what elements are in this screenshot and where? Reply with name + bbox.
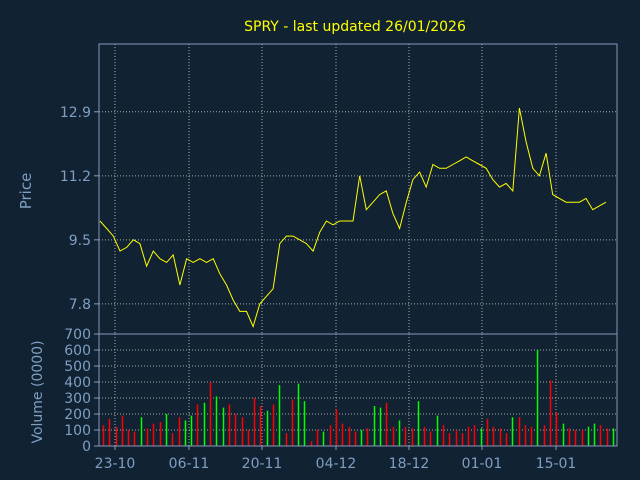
- volume-y-tick-label: 100: [64, 423, 91, 439]
- volume-y-tick-label: 300: [64, 391, 91, 407]
- price-y-tick-label: 11.2: [60, 169, 91, 185]
- x-tick-label: 20-11: [242, 456, 283, 472]
- price-y-tick-label: 7.8: [69, 297, 91, 313]
- price-y-tick-label: 12.9: [60, 105, 91, 121]
- x-tick-label: 04-12: [316, 456, 357, 472]
- volume-y-tick-label: 700: [64, 327, 91, 343]
- x-tick-label: 15-01: [536, 456, 577, 472]
- price-line: [99, 107, 607, 328]
- price-grid: [99, 44, 617, 334]
- price-y-ticks: 7.8 9.5 11.2 12.9: [60, 105, 99, 313]
- volume-y-tick-label: 600: [64, 343, 91, 359]
- x-axis-ticks: 23-10 06-11 20-11 04-12 18-12 01-01 15-01: [95, 446, 577, 472]
- price-axis-label: Price: [17, 173, 35, 210]
- volume-plot-frame: [98, 333, 618, 447]
- volume-y-tick-label: 200: [64, 407, 91, 423]
- volume-y-tick-label: 400: [64, 375, 91, 391]
- x-tick-label: 23-10: [95, 456, 136, 472]
- volume-y-tick-label: 500: [64, 359, 91, 375]
- x-tick-label: 06-11: [169, 456, 210, 472]
- price-y-tick-label: 9.5: [69, 233, 91, 249]
- volume-y-tick-label: 0: [82, 439, 91, 455]
- volume-axis-label: Volume (0000): [30, 340, 46, 443]
- x-tick-label: 18-12: [389, 456, 430, 472]
- chart-title: SPRY - last updated 26/01/2026: [244, 19, 466, 35]
- volume-bars: [102, 350, 615, 446]
- x-tick-label: 01-01: [462, 456, 503, 472]
